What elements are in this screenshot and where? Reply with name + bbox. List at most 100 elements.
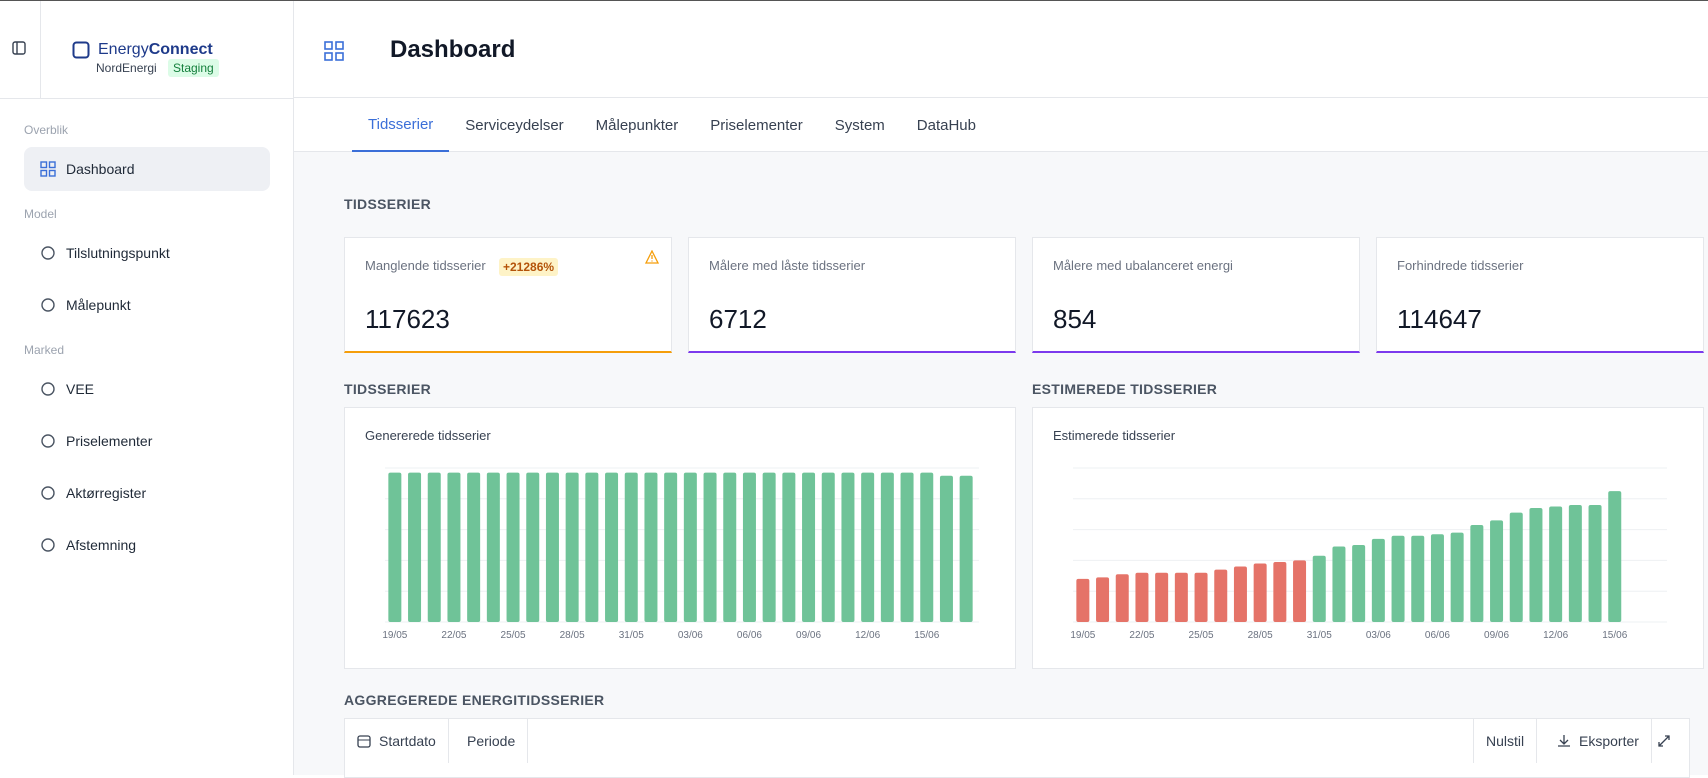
header: Dashboard xyxy=(294,1,1708,98)
start-date[interactable]: Startdato xyxy=(345,719,449,763)
bar xyxy=(762,472,776,622)
expand[interactable] xyxy=(1645,719,1683,763)
x-tick-label: 06/06 xyxy=(1425,630,1450,641)
chart-heading: ESTIMEREDE TIDSSERIER xyxy=(1032,381,1218,397)
chart: Estimerede tidsserier 19/05 22/05 25/05 28/0… xyxy=(1053,428,1667,641)
export-label: Eksporter xyxy=(1579,733,1639,749)
bar xyxy=(959,475,973,622)
bar xyxy=(920,472,934,622)
bar xyxy=(1371,538,1385,622)
bar xyxy=(1273,561,1287,622)
bar xyxy=(1588,504,1602,622)
bar xyxy=(880,472,894,622)
sidebar: EnergyConnect NordEnergi Staging Overbli… xyxy=(0,1,294,775)
bar xyxy=(1293,560,1307,622)
kpi-card: Målere med låste tidsserier 6712 xyxy=(688,237,1016,353)
tab[interactable]: Priselementer xyxy=(710,116,803,134)
bar xyxy=(1155,572,1169,622)
chart-card: Genererede tidsserier 19/05 22/05 25/05 28/0… xyxy=(344,407,1016,669)
bar xyxy=(1411,535,1425,622)
nav-item[interactable]: Dashboard xyxy=(24,147,270,191)
bar xyxy=(644,472,658,622)
bar xyxy=(1194,572,1208,622)
bar xyxy=(1509,512,1523,622)
kpi-value: 854 xyxy=(1053,304,1097,334)
bar xyxy=(821,472,835,622)
collapse-icon[interactable] xyxy=(12,41,26,55)
x-tick-label: 31/05 xyxy=(1307,630,1332,641)
nav-item[interactable]: Målepunkt xyxy=(24,283,270,327)
tab[interactable]: System xyxy=(834,116,885,134)
reset[interactable]: Nulstil xyxy=(1473,719,1538,763)
main: Dashboard Tidsserier Serviceydelser Målepu… xyxy=(294,1,1708,778)
bar xyxy=(1529,508,1543,622)
nav-item[interactable]: VEE xyxy=(24,367,270,411)
bar xyxy=(1076,578,1090,622)
kpi-label: Forhindrede tidsserier xyxy=(1397,258,1524,273)
export[interactable]: Eksporter xyxy=(1545,719,1652,763)
start-date-label: Startdato xyxy=(379,733,436,749)
bar xyxy=(1568,504,1582,622)
bar xyxy=(1135,572,1149,622)
kpi-badge: +21286% xyxy=(499,258,559,276)
bar xyxy=(1391,535,1405,622)
nav-label: VEE xyxy=(66,381,95,397)
x-tick-label: 15/06 xyxy=(1602,630,1627,641)
chart-card: Estimerede tidsserier 19/05 22/05 25/05 28/0… xyxy=(1032,407,1704,669)
nav-item[interactable]: Tilslutningspunkt xyxy=(24,231,270,275)
divider xyxy=(0,98,294,99)
nav-section: Overblik xyxy=(24,123,69,137)
period-label: Periode xyxy=(467,733,516,749)
tab[interactable]: Målepunkter xyxy=(595,116,679,134)
reset-label: Nulstil xyxy=(1486,733,1525,749)
bar xyxy=(1174,572,1188,622)
nav-section: Model xyxy=(24,207,57,221)
bar xyxy=(1115,574,1129,622)
chart: Genererede tidsserier 19/05 22/05 25/05 28/0… xyxy=(365,428,979,641)
bar xyxy=(624,472,638,622)
bar xyxy=(1549,506,1563,622)
x-tick-label: 28/05 xyxy=(1248,630,1273,641)
bar xyxy=(1430,534,1444,622)
x-tick-label: 03/06 xyxy=(1366,630,1391,641)
bar xyxy=(1490,520,1504,622)
bar xyxy=(861,472,875,622)
bar xyxy=(467,472,481,622)
bar xyxy=(486,472,500,622)
nav-item[interactable]: Aktørregister xyxy=(24,471,270,515)
tab[interactable]: DataHub xyxy=(916,116,976,134)
nav-item[interactable]: Priselementer xyxy=(24,419,270,463)
chart-title: Genererede tidsserier xyxy=(365,428,491,443)
x-tick-label: 19/05 xyxy=(382,630,407,641)
x-tick-label: 12/06 xyxy=(1543,630,1568,641)
bar xyxy=(939,475,953,622)
divider xyxy=(40,1,41,99)
kpi-card: Manglende tidsserier +21286% 117623 xyxy=(344,237,672,353)
bar xyxy=(1608,491,1622,622)
x-tick-label: 15/06 xyxy=(914,630,939,641)
bar xyxy=(841,472,855,622)
kpi-label: Målere med låste tidsserier xyxy=(709,258,866,273)
bar xyxy=(703,472,717,622)
bar xyxy=(1096,577,1110,622)
chart-heading: TIDSSERIER xyxy=(344,381,432,397)
bar xyxy=(408,472,422,622)
period[interactable]: Periode xyxy=(455,719,529,763)
bar xyxy=(526,472,540,622)
x-tick-label: 25/05 xyxy=(501,630,526,641)
tab[interactable]: Serviceydelser xyxy=(465,116,564,134)
table: Startdato Periode Nulstil Eksporter xyxy=(344,718,1690,778)
bar xyxy=(683,472,697,622)
nav-label: Dashboard xyxy=(66,161,135,177)
bar xyxy=(1332,546,1346,622)
nav-item[interactable]: Afstemning xyxy=(24,523,270,567)
bar xyxy=(585,472,599,622)
bar xyxy=(900,472,914,622)
org: NordEnergi xyxy=(96,61,157,75)
nav-label: Aktørregister xyxy=(66,485,147,501)
tabs: Tidsserier Serviceydelser Målepunkter Prise… xyxy=(294,98,1708,152)
kpi-value: 117623 xyxy=(365,304,450,334)
x-tick-label: 19/05 xyxy=(1070,630,1095,641)
tab[interactable]: Tidsserier xyxy=(352,98,450,152)
